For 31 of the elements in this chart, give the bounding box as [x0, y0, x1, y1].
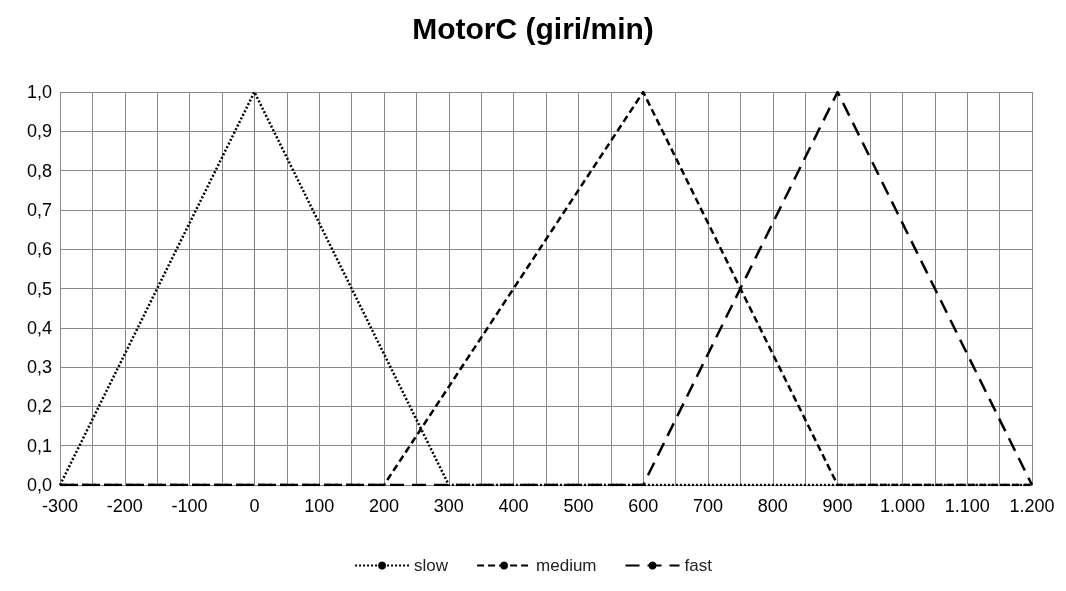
y-tick-label: 0,7	[26, 199, 52, 220]
x-tick-label: 600	[628, 496, 659, 516]
x-tick-label: 1.200	[1009, 496, 1055, 516]
x-tick-label: -300	[41, 496, 79, 516]
y-tick-label: 0,8	[26, 160, 52, 181]
chart-title: MotorC (giri/min)	[412, 11, 654, 45]
x-tick-label: 400	[498, 496, 529, 516]
x-tick-label: -100	[171, 496, 208, 516]
y-tick-label: 0,0	[26, 475, 52, 495]
y-tick-label: 0,4	[26, 317, 52, 338]
y-tick-label: 0,6	[26, 239, 52, 260]
legend-label: medium	[536, 556, 597, 575]
x-tick-label: 500	[563, 496, 594, 516]
x-tick-label: 800	[757, 496, 788, 516]
x-tick-label: 300	[433, 496, 464, 516]
y-tick-label: 0,5	[26, 278, 52, 299]
x-tick-label: 700	[692, 496, 724, 516]
x-tick-label: -200	[106, 496, 143, 516]
y-tick-label: 0,1	[26, 435, 52, 456]
x-tick-label: 100	[304, 496, 335, 516]
legend-label: fast	[684, 556, 713, 575]
y-tick-label: 0,9	[26, 121, 52, 142]
x-tick-label: 0	[249, 496, 260, 516]
y-tick-label: 0,3	[26, 357, 52, 378]
x-tick-label: 1.000	[879, 496, 925, 516]
legend-label: slow	[414, 556, 449, 575]
y-tick-label: 1,0	[26, 82, 52, 102]
y-tick-label: 0,2	[26, 396, 52, 417]
x-tick-label: 200	[368, 496, 400, 516]
x-tick-label: 900	[822, 496, 853, 516]
x-tick-label: 1.100	[944, 496, 990, 516]
